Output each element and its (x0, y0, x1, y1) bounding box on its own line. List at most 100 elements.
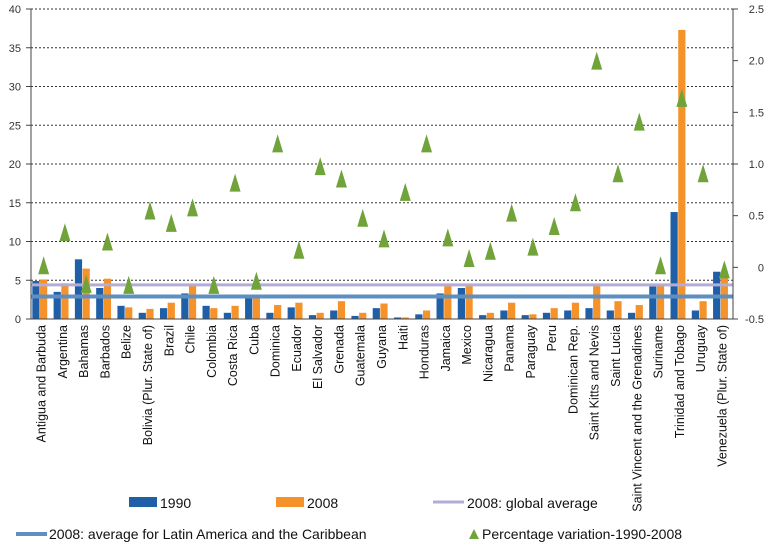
bar-1990 (415, 314, 423, 319)
bar-2008 (167, 302, 175, 319)
bar-2008 (486, 312, 494, 319)
bar-2008 (274, 305, 282, 319)
bar-2008 (699, 301, 707, 319)
bar-2008 (40, 279, 48, 319)
x-category-label: Jamaica (439, 325, 453, 372)
variation-marker (38, 256, 50, 275)
x-category-label: Saint Kitts and Nevis (588, 325, 602, 440)
bar-1990 (159, 308, 168, 319)
bar-1990 (74, 259, 83, 319)
variation-marker (548, 217, 560, 235)
x-category-label: Guatemala (354, 325, 368, 386)
bar-1990 (117, 305, 125, 319)
x-category-label: Dominican Rep. (566, 325, 580, 414)
bar-2008 (231, 305, 239, 319)
legend-label-1990: 1990 (160, 495, 191, 511)
bar-2008 (210, 308, 218, 319)
variation-marker (144, 201, 156, 220)
variation-marker (442, 228, 454, 247)
x-category-label: Ecuador (290, 325, 304, 372)
x-category-label: Paraguay (524, 324, 538, 378)
variation-marker (80, 274, 92, 293)
bar-1990 (649, 286, 657, 319)
variation-marker (272, 134, 284, 153)
x-category-label: Costa Rica (226, 325, 240, 386)
bar-1990 (670, 212, 678, 319)
legend-swatch-variation (469, 529, 479, 539)
bar-1990 (500, 310, 508, 319)
bar-1990 (181, 293, 189, 319)
variation-marker (399, 182, 411, 201)
x-category-label: Argentina (56, 325, 70, 379)
bar-2008 (125, 307, 133, 319)
variation-marker (633, 112, 645, 131)
x-category-label: Bolivia (Plur. State of) (141, 325, 155, 445)
legend-label-global-average: 2008: global average (467, 495, 598, 511)
y-left-tick-label: 35 (9, 43, 21, 55)
bar-1990 (627, 312, 636, 319)
bar-1990 (393, 317, 402, 319)
bar-2008 (465, 284, 473, 319)
bar-1990 (479, 315, 487, 319)
bar-2008 (337, 301, 346, 319)
x-category-label: Dominica (269, 325, 283, 377)
bar-2008 (401, 317, 409, 319)
y-right-tick-label: 0.5 (749, 211, 764, 223)
y-left-tick-label: 5 (15, 275, 21, 287)
x-category-label: Honduras (418, 325, 432, 379)
x-category-label: Uruguay (694, 324, 708, 372)
y-left-tick-label: 0 (15, 314, 21, 326)
bar-1990 (457, 288, 465, 319)
x-category-label: Nicaragua (481, 325, 495, 382)
x-category-label: Barbados (98, 325, 112, 379)
y-left-tick-label: 15 (9, 198, 21, 210)
x-category-label: Peru (545, 325, 559, 351)
bar-1990 (521, 315, 529, 319)
bar-1990 (287, 307, 295, 319)
y-right-tick-label: 2.5 (749, 4, 764, 16)
bar-2008 (508, 302, 516, 319)
bar-2008 (635, 305, 643, 319)
y-right-tick-label: 1.0 (749, 159, 764, 171)
variation-marker (293, 240, 305, 259)
variation-marker (165, 213, 177, 232)
x-category-label: Saint Lucia (609, 325, 623, 387)
bar-1990 (691, 310, 699, 319)
bar-1990 (138, 312, 146, 319)
legend-swatch-2008 (276, 497, 304, 507)
legend-label-variation: Percentage variation-1990-2008 (482, 526, 682, 542)
legend-swatch-1990 (129, 497, 157, 507)
y-left-tick-label: 20 (9, 159, 21, 171)
bar-1990 (542, 312, 551, 319)
y-left-tick-label: 25 (9, 120, 21, 132)
y-right-tick-label: -0.5 (745, 314, 764, 326)
y-right-tick-label: 0 (758, 262, 764, 274)
bar-1990 (351, 315, 359, 319)
variation-marker (59, 223, 71, 242)
bar-1990 (308, 315, 317, 319)
bar-2008 (61, 283, 69, 319)
bar-2008 (529, 314, 537, 319)
bar-1990 (564, 310, 572, 319)
bar-2008 (614, 301, 622, 319)
bar-2008 (444, 285, 452, 319)
bar-1990 (606, 310, 614, 319)
bar-1990 (372, 308, 380, 319)
bar-2008 (295, 302, 303, 319)
x-category-label: Mexico (460, 325, 474, 365)
bar-2008 (380, 303, 388, 319)
x-category-label: Haiti (396, 325, 410, 350)
variation-marker (314, 157, 326, 176)
variation-marker (229, 173, 241, 192)
variation-marker (101, 232, 113, 251)
bar-2008 (252, 297, 260, 319)
variation-marker (484, 241, 496, 260)
y-right-tick-label: 1.5 (749, 107, 764, 119)
bar-1990 (32, 281, 40, 319)
bar-2008 (82, 268, 90, 319)
y-left-tick-label: 30 (9, 82, 21, 94)
x-category-label: Panama (503, 325, 517, 372)
variation-marker (208, 275, 220, 294)
bar-1990 (202, 305, 210, 319)
